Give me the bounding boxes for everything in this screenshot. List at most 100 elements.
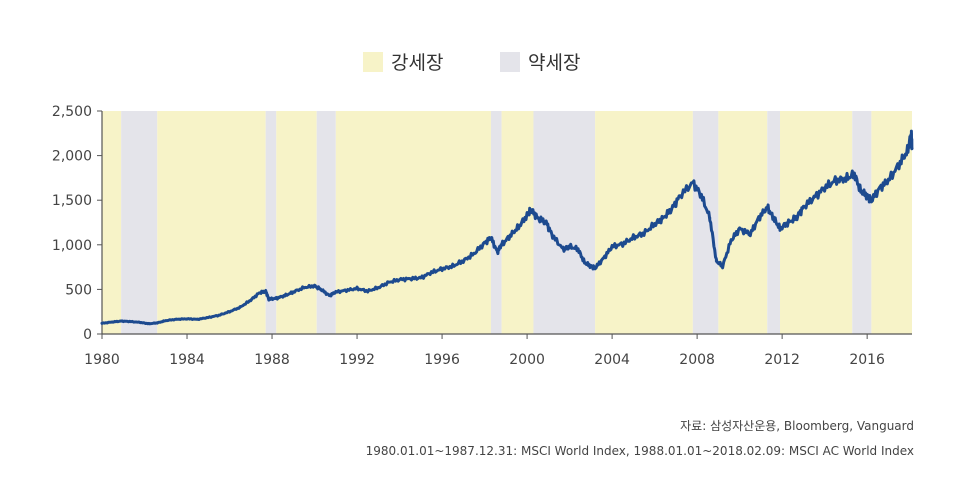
bull-market-band-6 — [335, 111, 491, 334]
bull-market-band-16 — [871, 111, 912, 334]
data-point-32 — [398, 278, 401, 281]
y-tick-label-2: 1,000 — [52, 238, 92, 254]
data-point-12 — [217, 313, 221, 317]
data-point-86 — [859, 189, 863, 193]
data-point-70 — [721, 264, 725, 268]
data-point-2 — [119, 319, 123, 323]
data-point-84 — [844, 177, 848, 181]
data-point-34 — [419, 276, 423, 280]
x-tick-label-9: 2016 — [849, 352, 885, 368]
index-line-layer — [100, 129, 914, 326]
bull-market-band-0 — [102, 111, 122, 334]
data-point-42 — [495, 250, 499, 254]
x-tick-label-3: 1992 — [339, 352, 375, 368]
data-point-72 — [738, 227, 742, 231]
data-point-17 — [264, 289, 268, 293]
data-point-36 — [440, 267, 444, 271]
data-point-23 — [313, 284, 316, 288]
data-point-82 — [823, 186, 827, 190]
data-point-9 — [185, 317, 189, 321]
source-line-2: 1980.01.01~1987.12.31: MSCI World Index,… — [366, 444, 914, 458]
data-point-59 — [621, 242, 625, 246]
data-point-88 — [870, 198, 873, 202]
data-point-68 — [708, 216, 712, 220]
data-point-15 — [249, 298, 253, 302]
data-point-65 — [678, 194, 682, 198]
data-point-33 — [408, 277, 412, 281]
data-point-5 — [147, 322, 151, 326]
legend-bear-label: 약세장 — [528, 52, 580, 74]
bear-market-band-11 — [692, 111, 719, 334]
data-point-49 — [544, 221, 548, 224]
bull-market-band-4 — [276, 111, 317, 334]
data-point-67 — [699, 194, 703, 198]
data-point-77 — [778, 227, 782, 231]
x-tick-label-8: 2012 — [764, 352, 800, 368]
data-point-20 — [283, 294, 287, 298]
data-point-61 — [642, 231, 646, 235]
data-point-21 — [291, 290, 295, 294]
legend-bear-swatch — [500, 52, 520, 72]
data-point-93 — [909, 132, 913, 136]
y-tick-label-3: 1,500 — [52, 193, 92, 209]
data-point-66 — [691, 180, 695, 184]
bull-market-band-8 — [501, 111, 534, 334]
x-tick-label-7: 2008 — [679, 352, 715, 368]
data-point-13 — [228, 310, 231, 314]
data-point-11 — [206, 316, 210, 319]
bear-market-band-3 — [265, 111, 277, 334]
data-point-69 — [714, 259, 718, 263]
data-point-87 — [865, 194, 869, 198]
data-point-4 — [138, 321, 142, 324]
data-point-71 — [729, 238, 733, 242]
data-point-43 — [500, 243, 503, 247]
data-point-28 — [355, 287, 359, 290]
data-point-62 — [653, 222, 657, 226]
data-point-58 — [610, 245, 614, 248]
bear-market-band-15 — [852, 111, 872, 334]
data-point-55 — [589, 264, 593, 268]
chart-axes: 0 500 1,000 1,500 2,000 2,500 1980 1984 1988 1992… — [52, 104, 912, 368]
bull-market-band-10 — [595, 111, 693, 334]
data-point-44 — [508, 234, 512, 238]
source-notes: 자료: 삼성자산운용, Bloomberg, Vanguard 1980.01.… — [366, 419, 914, 458]
data-point-50 — [551, 234, 554, 238]
data-point-80 — [801, 205, 805, 209]
x-tick-label-0: 1980 — [84, 352, 120, 368]
bull-market-band-12 — [718, 111, 768, 334]
data-point-89 — [878, 186, 882, 190]
data-point-18 — [267, 297, 271, 301]
chart-legend: 강세장 약세장 — [363, 52, 580, 74]
data-point-90 — [887, 179, 890, 182]
data-point-79 — [795, 215, 799, 219]
data-point-29 — [366, 289, 370, 293]
data-point-1 — [111, 320, 115, 324]
data-point-76 — [772, 216, 776, 220]
source-line-1: 자료: 삼성자산운용, Bloomberg, Vanguard — [680, 419, 914, 433]
x-tick-label-5: 2000 — [509, 352, 545, 368]
data-point-94 — [910, 147, 914, 150]
data-point-0 — [100, 321, 104, 325]
data-point-16 — [257, 291, 261, 295]
data-point-25 — [328, 294, 331, 298]
data-point-83 — [833, 179, 837, 182]
data-point-63 — [661, 216, 665, 220]
data-point-22 — [302, 286, 306, 290]
legend-bull-label: 강세장 — [391, 52, 443, 74]
data-point-31 — [387, 280, 391, 284]
data-point-48 — [536, 216, 540, 220]
data-point-40 — [483, 241, 486, 245]
legend-bull-swatch — [363, 52, 383, 72]
data-point-73 — [748, 232, 752, 236]
data-point-46 — [525, 213, 529, 217]
bear-market-band-5 — [316, 111, 336, 334]
y-tick-label-0: 0 — [83, 327, 92, 343]
data-point-35 — [430, 271, 433, 274]
x-tick-label-4: 1996 — [424, 352, 460, 368]
bear-market-band-7 — [490, 111, 502, 334]
data-point-81 — [812, 196, 816, 199]
y-tick-label-1: 500 — [65, 282, 92, 298]
y-tick-label-4: 2,000 — [52, 149, 92, 165]
data-point-14 — [238, 305, 242, 309]
data-point-26 — [334, 290, 338, 294]
